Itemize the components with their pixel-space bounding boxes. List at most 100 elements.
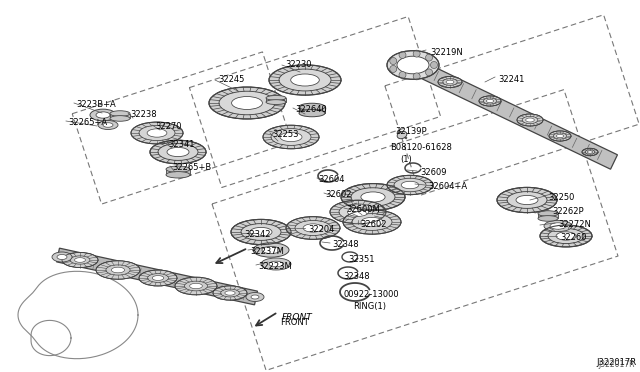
Ellipse shape bbox=[110, 111, 130, 116]
Text: 32270: 32270 bbox=[155, 122, 182, 131]
Ellipse shape bbox=[266, 96, 286, 100]
Circle shape bbox=[413, 50, 420, 57]
Circle shape bbox=[413, 73, 420, 80]
Polygon shape bbox=[415, 61, 618, 169]
Text: 32250: 32250 bbox=[548, 193, 574, 202]
Text: 32348: 32348 bbox=[343, 272, 370, 281]
Ellipse shape bbox=[271, 129, 311, 145]
Ellipse shape bbox=[253, 243, 289, 257]
Ellipse shape bbox=[548, 228, 584, 244]
Text: 32604+A: 32604+A bbox=[428, 182, 467, 191]
Text: FRONT: FRONT bbox=[282, 313, 313, 322]
Ellipse shape bbox=[550, 223, 566, 229]
Ellipse shape bbox=[556, 134, 564, 138]
Ellipse shape bbox=[291, 74, 319, 86]
Text: 32260: 32260 bbox=[560, 233, 586, 242]
Polygon shape bbox=[266, 98, 286, 102]
Ellipse shape bbox=[209, 87, 285, 119]
Ellipse shape bbox=[554, 133, 566, 139]
Text: FRONT: FRONT bbox=[280, 318, 308, 327]
Text: 3223B+A: 3223B+A bbox=[76, 100, 116, 109]
Ellipse shape bbox=[348, 208, 369, 217]
Ellipse shape bbox=[517, 114, 543, 126]
Ellipse shape bbox=[262, 246, 280, 254]
Ellipse shape bbox=[549, 131, 571, 141]
Ellipse shape bbox=[361, 217, 383, 227]
Ellipse shape bbox=[479, 96, 501, 106]
Ellipse shape bbox=[507, 192, 547, 208]
Ellipse shape bbox=[189, 283, 202, 289]
Ellipse shape bbox=[90, 109, 116, 121]
Text: 32272N: 32272N bbox=[558, 220, 591, 229]
Text: 32604: 32604 bbox=[318, 175, 344, 184]
Ellipse shape bbox=[343, 210, 401, 234]
Ellipse shape bbox=[352, 214, 392, 230]
Text: 32245: 32245 bbox=[218, 75, 244, 84]
Ellipse shape bbox=[213, 286, 247, 300]
Ellipse shape bbox=[394, 178, 426, 192]
Ellipse shape bbox=[522, 116, 538, 124]
Ellipse shape bbox=[110, 116, 130, 121]
Ellipse shape bbox=[74, 258, 86, 262]
Text: 32241: 32241 bbox=[498, 75, 524, 84]
Ellipse shape bbox=[166, 171, 190, 178]
Ellipse shape bbox=[232, 96, 262, 109]
Ellipse shape bbox=[483, 98, 497, 104]
Text: 32237M: 32237M bbox=[250, 247, 284, 256]
Circle shape bbox=[426, 69, 433, 76]
Ellipse shape bbox=[361, 192, 385, 202]
Ellipse shape bbox=[556, 232, 576, 240]
Ellipse shape bbox=[339, 204, 377, 220]
Ellipse shape bbox=[219, 91, 275, 115]
Ellipse shape bbox=[497, 187, 557, 213]
Ellipse shape bbox=[341, 183, 405, 211]
Ellipse shape bbox=[387, 51, 439, 79]
Text: B08120-61628: B08120-61628 bbox=[390, 143, 452, 152]
Ellipse shape bbox=[397, 131, 407, 139]
Text: 32602: 32602 bbox=[325, 190, 351, 199]
Ellipse shape bbox=[299, 103, 325, 110]
Ellipse shape bbox=[148, 274, 168, 282]
Polygon shape bbox=[56, 248, 257, 305]
Ellipse shape bbox=[246, 292, 264, 301]
Ellipse shape bbox=[269, 261, 283, 267]
Circle shape bbox=[399, 51, 406, 58]
Ellipse shape bbox=[150, 140, 206, 164]
Ellipse shape bbox=[588, 151, 593, 153]
Ellipse shape bbox=[525, 118, 534, 122]
Text: 322640: 322640 bbox=[295, 105, 327, 114]
Ellipse shape bbox=[516, 195, 538, 205]
Ellipse shape bbox=[241, 224, 281, 240]
Ellipse shape bbox=[147, 129, 167, 137]
Ellipse shape bbox=[250, 227, 272, 237]
Ellipse shape bbox=[582, 148, 598, 156]
Ellipse shape bbox=[139, 270, 177, 286]
Ellipse shape bbox=[261, 258, 291, 270]
Ellipse shape bbox=[279, 69, 331, 91]
Ellipse shape bbox=[158, 144, 198, 160]
Ellipse shape bbox=[96, 261, 140, 279]
Text: RING(1): RING(1) bbox=[353, 302, 386, 311]
Ellipse shape bbox=[111, 267, 125, 273]
Ellipse shape bbox=[103, 123, 113, 127]
Polygon shape bbox=[538, 214, 558, 218]
Circle shape bbox=[431, 61, 438, 68]
Text: 32600M: 32600M bbox=[346, 205, 380, 214]
Ellipse shape bbox=[167, 147, 189, 157]
Text: 00922-13000: 00922-13000 bbox=[343, 290, 399, 299]
Text: 32204: 32204 bbox=[308, 225, 334, 234]
Ellipse shape bbox=[443, 78, 457, 85]
Text: 32262P: 32262P bbox=[552, 207, 584, 216]
Ellipse shape bbox=[303, 224, 323, 232]
Polygon shape bbox=[110, 113, 130, 118]
Ellipse shape bbox=[269, 65, 341, 95]
Circle shape bbox=[390, 65, 397, 73]
Ellipse shape bbox=[387, 175, 433, 195]
Ellipse shape bbox=[266, 100, 286, 105]
Text: 32265+A: 32265+A bbox=[68, 118, 107, 127]
Ellipse shape bbox=[231, 219, 291, 245]
Ellipse shape bbox=[438, 77, 462, 87]
Text: J322017R: J322017R bbox=[596, 358, 636, 367]
Text: 32139P: 32139P bbox=[395, 127, 427, 136]
Ellipse shape bbox=[221, 289, 239, 297]
